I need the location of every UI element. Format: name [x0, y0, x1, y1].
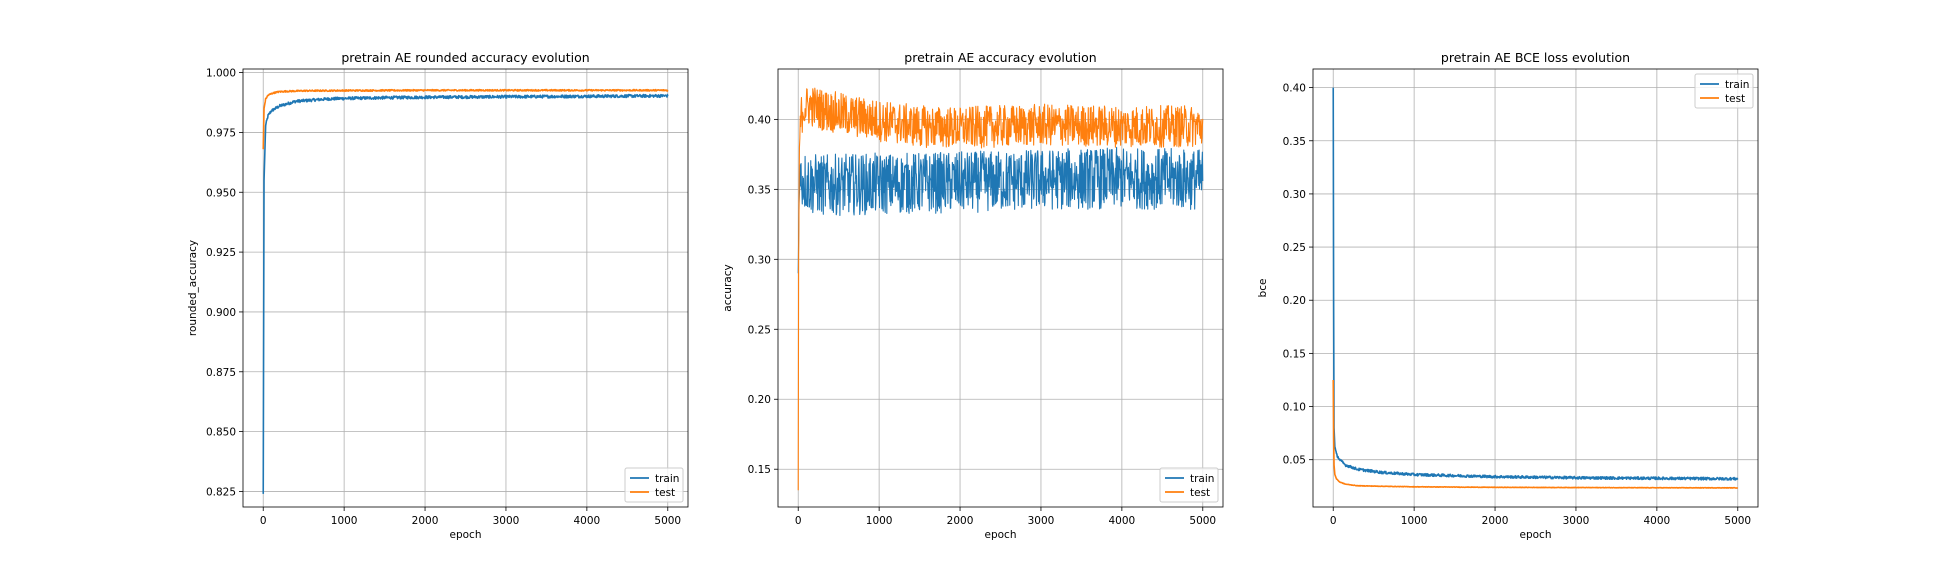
x-tick-label: 3000	[1028, 515, 1055, 527]
y-tick-label: 0.20	[1283, 295, 1306, 307]
x-tick-label: 2000	[412, 515, 439, 527]
x-axis-label: epoch	[450, 529, 482, 541]
y-axis-label: accuracy	[722, 264, 734, 311]
x-tick-label: 5000	[1189, 515, 1216, 527]
y-tick-label: 0.925	[206, 247, 236, 259]
series-line-train	[262, 93, 669, 494]
x-tick-label: 2000	[947, 515, 974, 527]
y-tick-label: 0.825	[206, 486, 236, 498]
series-line-train	[797, 146, 1204, 274]
subplot-bce-loss: 0 1000 2000 3000 4000 5000 0.05 0.10 0.15 0.20 0.2…	[1257, 50, 1759, 541]
legend-label-test: test	[1190, 487, 1210, 499]
y-tick-label: 0.950	[206, 187, 236, 199]
y-axis-label: rounded_accuracy	[187, 240, 199, 336]
x-tick-label: 3000	[1563, 515, 1590, 527]
x-tick-label: 0	[1330, 515, 1337, 527]
series-line-test	[262, 88, 669, 150]
series-line-test	[797, 87, 1204, 491]
y-tick-label: 1.000	[206, 68, 236, 80]
y-tick-label: 0.40	[748, 114, 771, 126]
y-axis-label: bce	[1257, 279, 1269, 298]
chart-title: pretrain AE rounded accuracy evolution	[341, 50, 589, 65]
y-tick-label: 0.15	[748, 464, 771, 476]
legend: train test	[1694, 73, 1754, 109]
subplot-rounded-accuracy: 0 1000 2000 3000 4000 5000 0.825 0.850 0.875 0.90…	[187, 50, 689, 541]
x-axis-label: epoch	[1520, 529, 1552, 541]
y-tick-label: 0.900	[206, 307, 236, 319]
x-tick-label: 1000	[866, 515, 893, 527]
y-tick-label: 0.975	[206, 127, 236, 139]
legend-label-train: train	[1725, 79, 1749, 91]
series-line-test	[1332, 379, 1739, 489]
y-tick-label: 0.15	[1283, 348, 1306, 360]
y-tick-label: 0.30	[1283, 189, 1306, 201]
x-tick-label: 5000	[654, 515, 681, 527]
x-tick-label: 4000	[573, 515, 600, 527]
x-tick-label: 5000	[1724, 515, 1751, 527]
y-tick-label: 0.25	[748, 324, 771, 336]
y-tick-label: 0.05	[1283, 455, 1306, 467]
legend-label-train: train	[1190, 473, 1214, 485]
subplot-accuracy: 0 1000 2000 3000 4000 5000 0.15 0.20 0.25 0.30 0.3…	[722, 50, 1224, 541]
legend: train test	[1159, 467, 1219, 503]
legend-label-train: train	[655, 473, 679, 485]
x-tick-label: 4000	[1643, 515, 1670, 527]
y-tick-label: 0.25	[1283, 242, 1306, 254]
legend-label-test: test	[1725, 93, 1745, 105]
y-tick-label: 0.10	[1283, 402, 1306, 414]
x-tick-label: 1000	[1401, 515, 1428, 527]
y-tick-label: 0.30	[748, 254, 771, 266]
x-tick-label: 4000	[1108, 515, 1135, 527]
x-tick-label: 0	[260, 515, 267, 527]
legend-label-test: test	[655, 487, 675, 499]
chart-title: pretrain AE accuracy evolution	[904, 50, 1096, 65]
y-tick-label: 0.35	[1283, 136, 1306, 148]
chart-title: pretrain AE BCE loss evolution	[1441, 50, 1630, 65]
x-axis-label: epoch	[985, 529, 1017, 541]
y-tick-label: 0.20	[748, 394, 771, 406]
y-tick-label: 0.850	[206, 427, 236, 439]
legend: train test	[624, 467, 684, 503]
series-line-train	[1332, 87, 1739, 481]
x-tick-label: 1000	[331, 515, 358, 527]
x-tick-label: 3000	[493, 515, 520, 527]
x-tick-label: 2000	[1482, 515, 1509, 527]
y-tick-label: 0.40	[1283, 83, 1306, 95]
x-tick-label: 0	[795, 515, 802, 527]
y-tick-label: 0.35	[748, 184, 771, 196]
y-tick-label: 0.875	[206, 367, 236, 379]
